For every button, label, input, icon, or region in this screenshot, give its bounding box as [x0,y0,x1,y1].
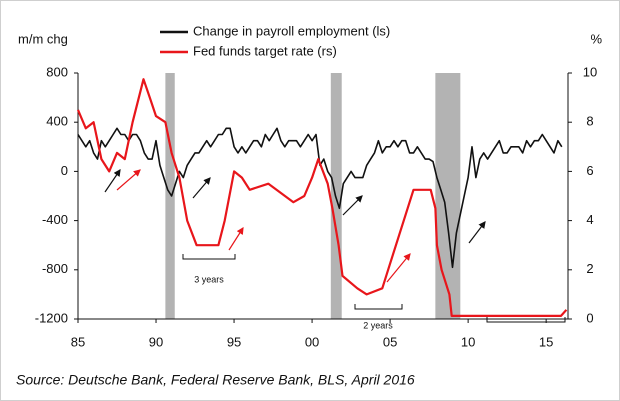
y2-tick-label: 0 [586,310,593,325]
annotation: 3 years [194,274,224,284]
y-tick-label: -800 [42,261,68,276]
x-tick-label: 90 [149,334,163,349]
recession-band [435,73,461,319]
x-tick-label: 05 [383,334,397,349]
y-tick-label: -400 [42,212,68,227]
legend-label: Fed funds target rate (rs) [193,43,337,58]
y2-tick-label: 2 [586,261,593,276]
y-tick-label: 400 [46,114,68,129]
annotation: 2 years [363,320,393,330]
y2-tick-label: 10 [583,64,597,79]
y-tick-label: -1200 [35,310,68,325]
arrows [104,169,486,283]
y2-tick-label: 8 [586,114,593,129]
x-tick-label: 00 [305,334,319,349]
y-tick-label: 800 [46,64,68,79]
y-tick-label: 0 [61,163,68,178]
recession-band [165,73,175,319]
series-line [76,78,568,317]
y2-axis-label: % [590,31,602,46]
x-tick-label: 15 [539,334,553,349]
source: Source: Deutsche Bank, Federal Reserve B… [16,372,415,388]
y2-tick-label: 6 [586,163,593,178]
y2-tick-label: 4 [586,212,593,227]
x-tick-label: 95 [227,334,241,349]
legend-label: Change in payroll employment (ls) [193,23,390,38]
x-tick-label: 85 [71,334,85,349]
x-tick-label: 10 [461,334,475,349]
y-axis-label: m/m chg [18,31,68,46]
